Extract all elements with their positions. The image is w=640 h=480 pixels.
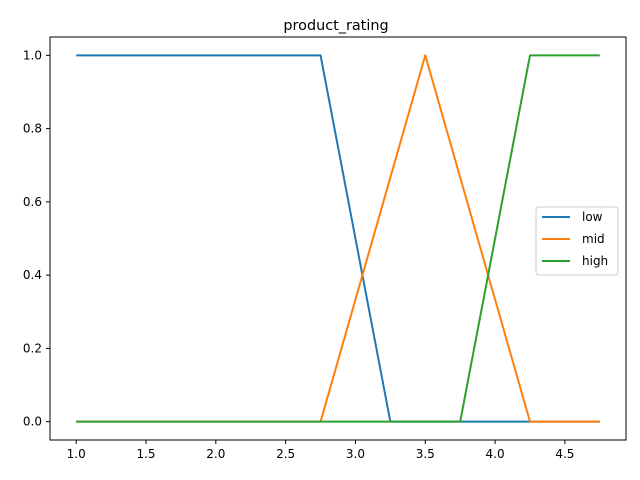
x-axis: 1.0 1.5 2.0 2.5 3.0 3.5 4.0 4.5 [67,440,574,461]
x-tick-label: 4.0 [486,447,505,461]
series-line-low [76,54,600,423]
y-tick-label: 0.6 [23,195,42,209]
plot-frame [49,36,627,441]
series-line-mid [76,54,600,423]
y-axis: 0.0 0.2 0.4 0.6 0.8 1.0 [23,48,50,429]
chart-title: product_rating [283,18,388,34]
x-tick-label: 3.0 [346,447,365,461]
x-tick-label: 2.0 [206,447,225,461]
series-line-high [76,54,600,423]
x-tick-label: 4.5 [555,447,574,461]
legend: low mid high [535,206,619,276]
y-tick-label: 1.0 [23,48,42,62]
x-tick-label: 2.5 [276,447,295,461]
y-tick-label: 0.4 [23,268,42,282]
legend-label-mid: mid [582,232,605,246]
legend-box [535,206,619,276]
legend-label-high: high [582,254,608,268]
y-tick-label: 0.0 [23,415,42,429]
plot-area [76,54,600,423]
legend-label-low: low [582,210,603,224]
x-tick-label: 1.0 [67,447,86,461]
y-tick-label: 0.8 [23,122,42,136]
x-tick-label: 3.5 [416,447,435,461]
y-tick-label: 0.2 [23,341,42,355]
x-tick-label: 1.5 [136,447,155,461]
